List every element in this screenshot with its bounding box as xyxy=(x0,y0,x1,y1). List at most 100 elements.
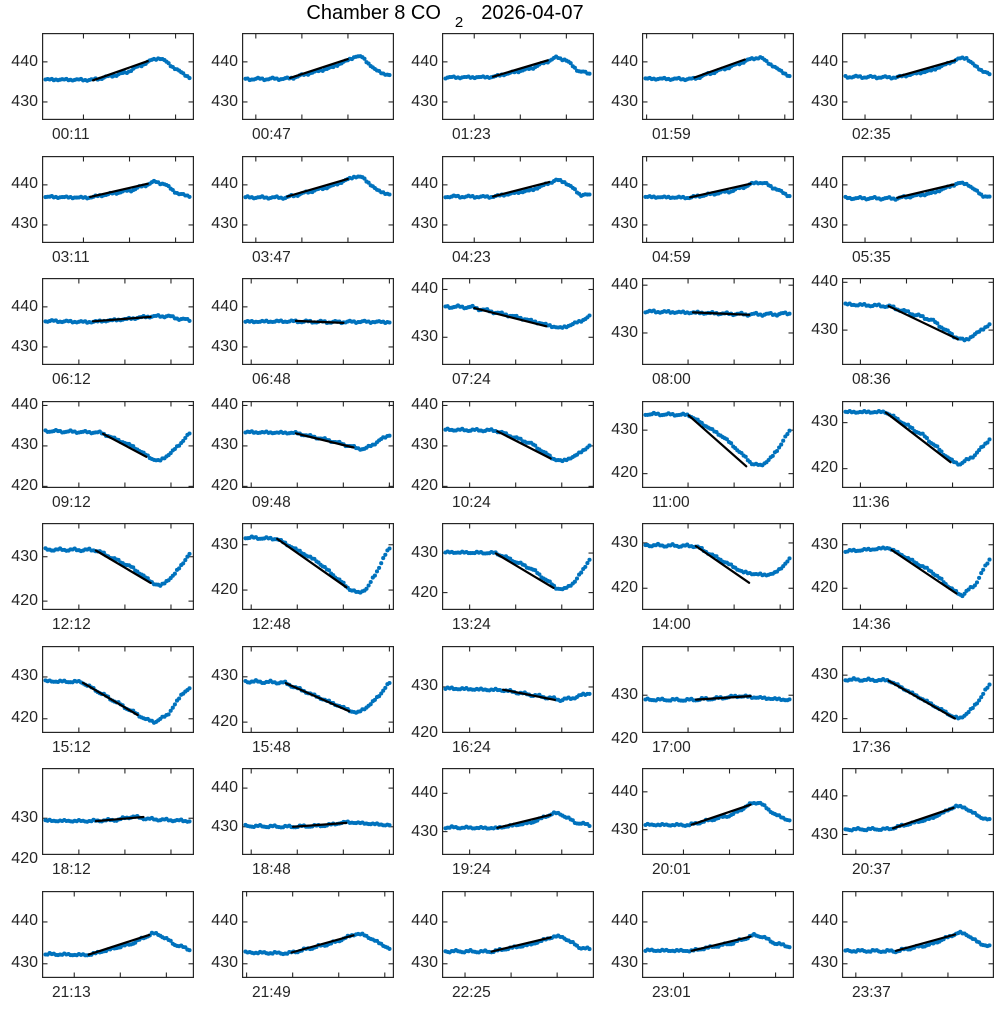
y-tick-label: 430 xyxy=(211,817,238,835)
fit-line xyxy=(91,60,149,82)
fit-line xyxy=(690,803,752,826)
subplot-box xyxy=(242,400,394,488)
y-tick-label: 430 xyxy=(11,215,38,233)
fit-line xyxy=(694,694,752,701)
y-tick-label: 420 xyxy=(611,464,638,482)
y-tick-label: 430 xyxy=(211,215,238,233)
y-tick-label: 430 xyxy=(611,420,638,438)
y-tick-label: 440 xyxy=(211,175,238,193)
fit-line xyxy=(491,180,551,198)
subplot-box xyxy=(642,890,794,978)
x-time-label: 17:36 xyxy=(852,738,891,756)
y-tick-label: 430 xyxy=(611,323,638,341)
y-tick-label: 430 xyxy=(411,328,438,346)
y-tick-label: 430 xyxy=(211,954,238,972)
y-tick-label: 430 xyxy=(811,92,838,110)
subplot-box xyxy=(642,400,794,488)
fit-line xyxy=(896,59,957,78)
x-time-label: 08:36 xyxy=(852,371,891,388)
fit-line xyxy=(290,933,355,954)
subplot-box xyxy=(42,278,194,365)
x-time-label: 01:59 xyxy=(652,126,691,143)
fit-line xyxy=(884,410,952,463)
x-time-label: 02:35 xyxy=(852,126,891,143)
y-tick-label: 420 xyxy=(411,583,438,601)
y-tick-label: 430 xyxy=(11,92,38,110)
y-tick-label: 430 xyxy=(211,337,238,355)
x-time-label: 08:00 xyxy=(652,371,691,388)
y-tick-label: 440 xyxy=(211,912,238,930)
y-tick-label: 430 xyxy=(811,321,838,339)
fit-line xyxy=(894,932,957,952)
y-tick-label: 430 xyxy=(11,954,38,972)
data-series xyxy=(243,534,392,595)
x-time-label: 04:23 xyxy=(452,248,491,266)
subplot-box xyxy=(42,155,194,243)
x-time-label: 05:35 xyxy=(852,248,891,266)
y-tick-label: 440 xyxy=(11,395,38,413)
fit-line xyxy=(94,549,152,585)
y-tick-label: 420 xyxy=(211,581,238,599)
y-tick-label: 440 xyxy=(611,175,638,193)
y-tick-label: 440 xyxy=(811,912,838,930)
fit-line xyxy=(294,431,355,449)
x-time-label: 10:24 xyxy=(452,493,491,511)
x-time-label: 20:37 xyxy=(852,861,891,878)
fit-line xyxy=(284,681,351,712)
y-tick-label: 440 xyxy=(611,276,638,294)
y-tick-label: 430 xyxy=(811,413,838,431)
y-tick-label: 430 xyxy=(211,92,238,110)
y-tick-label: 430 xyxy=(411,954,438,972)
y-tick-label: 420 xyxy=(611,579,638,597)
y-tick-label: 430 xyxy=(11,436,38,454)
subplot-box xyxy=(842,890,994,978)
data-series xyxy=(843,301,992,343)
fit-line xyxy=(496,813,552,829)
subplot-box xyxy=(42,890,194,978)
title-date: 2026-04-07 xyxy=(481,2,584,24)
fit-line xyxy=(891,806,955,830)
x-time-label: 11:00 xyxy=(652,493,690,511)
y-tick-label: 440 xyxy=(811,175,838,193)
fit-line xyxy=(101,432,148,458)
subplot-box xyxy=(642,33,794,120)
x-time-label: 14:36 xyxy=(852,616,891,633)
y-tick-label: 430 xyxy=(611,685,638,703)
x-time-label: 19:24 xyxy=(452,861,491,878)
data-series xyxy=(843,180,992,202)
y-tick-label: 440 xyxy=(611,912,638,930)
fit-line xyxy=(89,182,149,198)
y-tick-label: 430 xyxy=(411,92,438,110)
y-tick-label: 440 xyxy=(11,175,38,193)
x-time-label: 12:12 xyxy=(52,616,91,633)
subplot-box xyxy=(442,768,594,855)
y-tick-label: 440 xyxy=(411,912,438,930)
y-tick-label: 430 xyxy=(811,215,838,233)
fit-line xyxy=(691,311,751,316)
subplot-box xyxy=(442,890,594,978)
data-series xyxy=(643,55,792,83)
subplot-box xyxy=(42,33,194,120)
y-tick-label: 440 xyxy=(811,52,838,70)
fit-line xyxy=(94,815,145,823)
y-tick-label: 430 xyxy=(411,544,438,562)
y-tick-label: 440 xyxy=(211,395,238,413)
x-time-label: 15:48 xyxy=(252,738,291,756)
figure-title: Chamber 8 CO 2 2026-04-07 xyxy=(0,2,890,31)
y-tick-label: 430 xyxy=(611,820,638,838)
x-time-label: 18:12 xyxy=(52,861,91,878)
x-time-label: 12:48 xyxy=(252,616,291,633)
subplot-box xyxy=(642,645,794,733)
title-subscript: 2 xyxy=(454,14,464,31)
x-time-label: 23:37 xyxy=(852,983,891,1001)
x-time-label: 09:48 xyxy=(252,493,291,511)
y-tick-label: 430 xyxy=(611,92,638,110)
subplot-box xyxy=(842,155,994,243)
y-tick-label: 440 xyxy=(411,52,438,70)
y-tick-label: 420 xyxy=(411,476,438,494)
y-tick-label: 430 xyxy=(211,667,238,685)
y-tick-label: 440 xyxy=(11,52,38,70)
subplot-box xyxy=(42,645,194,733)
subplot-box xyxy=(442,155,594,243)
